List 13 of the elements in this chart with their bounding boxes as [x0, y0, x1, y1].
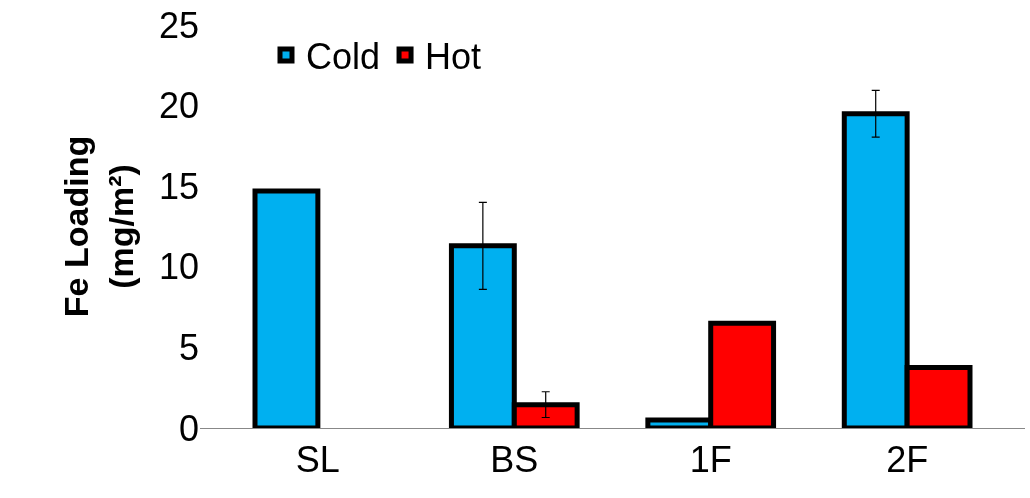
y-tick-label: 5 — [178, 327, 199, 368]
legend-label: Cold — [306, 35, 381, 77]
x-tick-label: 2F — [886, 439, 929, 481]
legend-label: Hot — [425, 35, 482, 77]
y-tick-label: 15 — [158, 165, 199, 207]
x-tick-label: 1F — [689, 439, 732, 481]
y-axis-title: Fe Loading (mg/m²) — [57, 135, 140, 318]
y-tick-label: 20 — [158, 85, 199, 127]
y-tick-label: 25 — [158, 4, 199, 46]
y-tick-label: 0 — [178, 407, 199, 449]
x-tick-label: BS — [490, 439, 539, 481]
y-tick-label: 10 — [158, 246, 199, 288]
x-tick-label: SL — [295, 439, 340, 481]
